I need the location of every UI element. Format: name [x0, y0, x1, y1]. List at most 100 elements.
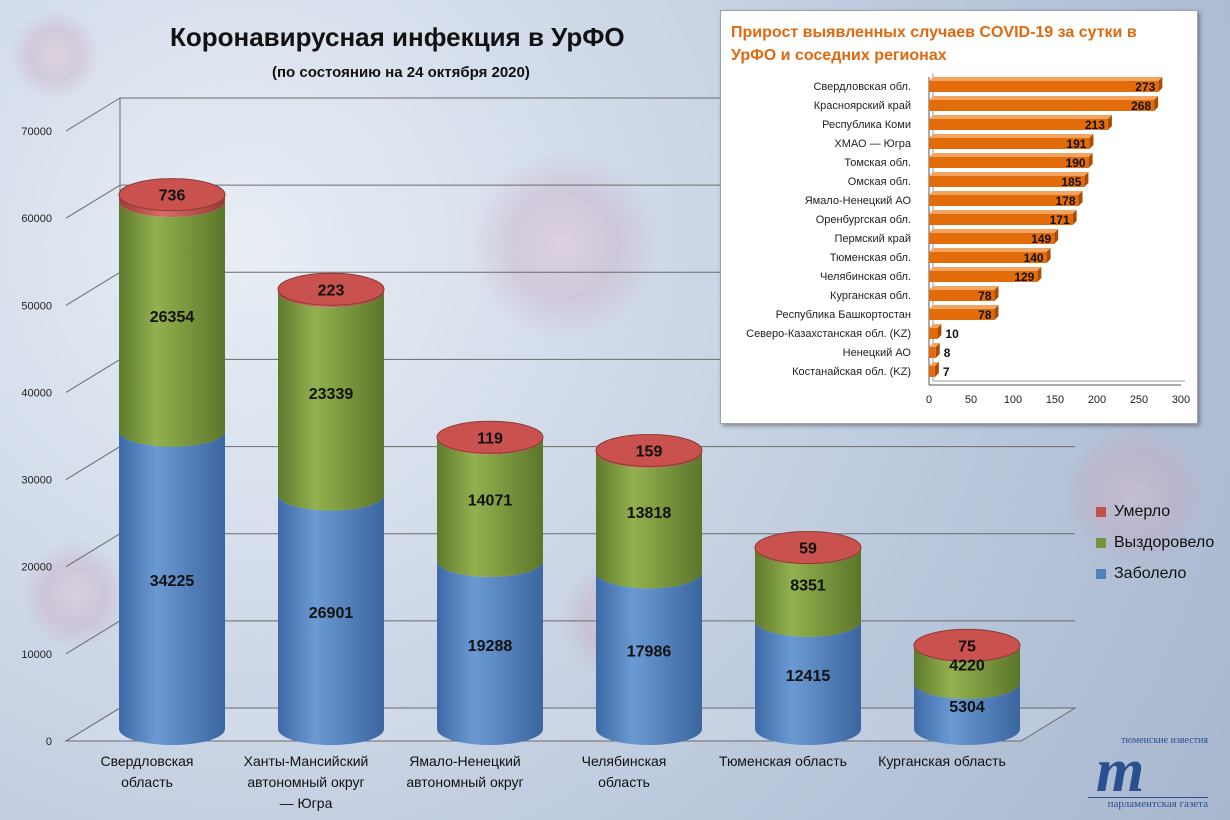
inset-bar-top	[929, 134, 1094, 138]
inset-bar	[929, 191, 1083, 206]
data-label: 34225	[150, 573, 195, 590]
bar-stack	[595, 433, 703, 745]
inset-x-tick-label: 250	[1130, 394, 1148, 406]
y-tick-label: 20000	[21, 562, 52, 574]
inset-bar-top	[929, 248, 1051, 252]
legend: Умерло Выздоровело Заболело	[1096, 496, 1214, 589]
x-tick-label: область	[121, 774, 173, 790]
inset-bar-top	[929, 210, 1077, 214]
inset-bar-top	[929, 267, 1042, 271]
inset-chart: 0 50 100 150 200 250 300 Свердловская обл. 273 Кр…	[746, 73, 1190, 406]
gridline-diagonal	[65, 533, 121, 568]
publisher-logo: тюменские известия m парламентская газет…	[1088, 735, 1208, 810]
inset-data-label: 213	[1085, 118, 1105, 132]
background-virus-decoration	[470, 150, 660, 340]
inset-category-label: Оренбургская обл.	[816, 214, 911, 226]
segment-infected	[119, 430, 225, 745]
legend-label: Выздоровело	[1114, 533, 1215, 551]
inset-bar-side	[1078, 191, 1083, 206]
x-tick-label: Курганская область	[878, 753, 1006, 769]
legend-label: Умерло	[1114, 502, 1171, 520]
legend-swatch-recovered	[1096, 537, 1106, 548]
inset-data-label: 178	[1055, 194, 1075, 208]
legend-swatch-deaths	[1096, 506, 1106, 517]
inset-data-label: 185	[1061, 175, 1081, 189]
y-tick-label: 30000	[21, 475, 52, 487]
inset-bar-front	[929, 290, 995, 301]
inset-bar-top	[929, 362, 939, 366]
inset-bar-front	[929, 328, 938, 339]
inset-bar	[929, 210, 1077, 225]
inset-category-label: ХМАО — Югра	[834, 138, 912, 150]
data-label: 736	[159, 188, 186, 205]
inset-category-label: Северо-Казахстанская обл. (KZ)	[746, 328, 911, 340]
y-tick-label: 60000	[21, 213, 52, 225]
inset-bar-top	[929, 77, 1163, 81]
inset-bar-side	[1084, 172, 1089, 187]
segment-infected	[755, 620, 861, 745]
gridline-diagonal	[65, 271, 121, 306]
segment-infected	[437, 560, 543, 745]
inset-category-label: Республика Башкортостан	[776, 309, 911, 321]
inset-bar-front	[929, 138, 1090, 149]
inset-category-label: Курганская обл.	[830, 290, 911, 302]
inset-data-label: 273	[1135, 80, 1155, 94]
inset-data-label: 171	[1050, 213, 1070, 227]
legend-item-deaths: Умерло	[1096, 496, 1214, 527]
data-label: 26901	[309, 605, 354, 622]
chart-title: Коронавирусная инфекция в УрФО	[170, 22, 625, 52]
inset-bar-side	[935, 343, 940, 358]
inset-category-label: Ненецкий АО	[843, 347, 912, 359]
data-label: 17986	[627, 644, 672, 661]
inset-bar	[929, 134, 1094, 149]
inset-bar-side	[994, 286, 999, 301]
inset-bar-side	[1158, 77, 1163, 92]
inset-category-label: Костанайская обл. (KZ)	[792, 366, 911, 378]
inset-category-label: Тюменская обл.	[830, 252, 911, 264]
bar-top-cap	[595, 433, 703, 467]
inset-bar-top	[929, 286, 999, 290]
inset-bar-top	[929, 343, 940, 347]
inset-category-label: Пермский край	[834, 233, 911, 245]
inset-bar-side	[994, 305, 999, 320]
inset-bar-front	[929, 252, 1047, 263]
inset-bar-front	[929, 157, 1089, 168]
data-label: 159	[636, 443, 663, 460]
segment-infected	[914, 682, 1020, 745]
gridline-diagonal	[65, 446, 121, 480]
bar-top-cap	[754, 531, 862, 565]
segment-recovered	[755, 548, 861, 637]
inset-category-label: Томская обл.	[844, 157, 911, 169]
inset-bar	[929, 172, 1089, 187]
inset-bar-top	[929, 115, 1112, 119]
data-label: 12415	[786, 668, 831, 685]
inset-data-label: 78	[978, 289, 992, 303]
inset-bar-side	[1037, 267, 1042, 282]
segment-recovered	[278, 291, 384, 511]
inset-bar	[929, 267, 1042, 282]
inset-bar-side	[937, 324, 942, 339]
background-virus-decoration	[1060, 420, 1210, 570]
inset-data-label: 78	[978, 308, 992, 322]
inset-bar-side	[1107, 115, 1112, 130]
inset-bar-top	[929, 153, 1093, 157]
segment-infected	[596, 572, 702, 745]
x-tick-label: Ямало-Ненецкий	[409, 753, 521, 769]
inset-bar-front	[929, 233, 1055, 244]
legend-item-infected: Заболело	[1096, 558, 1214, 589]
bar-top-cap	[277, 272, 385, 306]
segment-recovered	[119, 201, 225, 447]
inset-bar-front	[929, 347, 936, 358]
inset-bar-side	[1054, 229, 1059, 244]
gridline-diagonal	[65, 620, 121, 655]
inset-bar	[929, 248, 1051, 263]
inset-bar-front	[929, 366, 935, 377]
x-tick-label: автономный округ	[247, 774, 364, 790]
gridline-diagonal	[65, 97, 121, 132]
inset-data-label: 268	[1131, 99, 1151, 113]
inset-bar	[929, 96, 1159, 111]
x-tick-label: — Югра	[280, 795, 333, 811]
inset-bar-side	[1088, 153, 1093, 168]
inset-data-label: 129	[1014, 270, 1034, 284]
inset-bar-front	[929, 100, 1155, 111]
